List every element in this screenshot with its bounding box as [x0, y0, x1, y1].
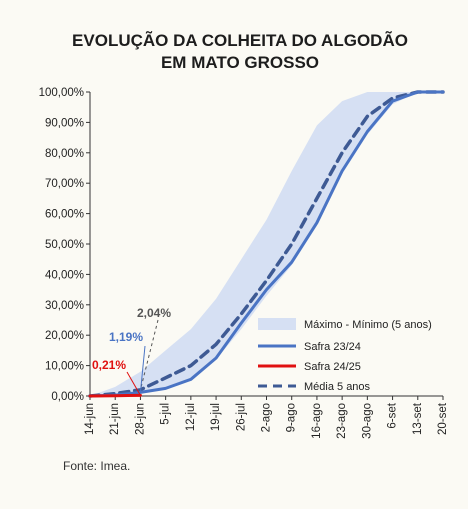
x-tick-label: 28-jun [134, 403, 146, 435]
x-tick-label: 12-jul [185, 403, 197, 431]
y-tick-label: 10,00% [45, 361, 84, 373]
x-tick-label: 20-set [437, 402, 449, 435]
annotation-leader [126, 371, 141, 396]
annotation-leader [139, 345, 146, 393]
annotation-label: 0,21% [92, 358, 126, 372]
x-tick-label: 21-jun [109, 403, 121, 435]
chart-title-line-1: EVOLUÇÃO DA COLHEITA DO ALGODÃO [72, 30, 408, 50]
legend-label: Safra 24/25 [304, 361, 361, 373]
y-tick-label: 0,00% [51, 391, 84, 403]
y-tick-label: 30,00% [45, 300, 84, 312]
x-tick-label: 5-jul [160, 403, 172, 425]
x-tick-label: 30-ago [361, 403, 373, 439]
x-tick-label: 2-ago [261, 403, 273, 432]
x-tick-label: 19-jul [210, 403, 222, 431]
x-tick-label: 26-jul [235, 403, 247, 431]
y-tick-label: 50,00% [45, 239, 84, 251]
x-tick-label: 9-ago [286, 403, 298, 432]
annotation-label: 2,04% [137, 306, 171, 320]
band-max-min [90, 92, 443, 396]
chart-title-line-2: EM MATO GROSSO [161, 53, 319, 72]
x-tick-label: 16-ago [311, 403, 323, 439]
legend-label: Média 5 anos [304, 381, 371, 393]
legend-swatch-band [258, 318, 296, 330]
y-tick-label: 90,00% [45, 117, 84, 129]
series-safra-24-25 [88, 393, 142, 398]
legend-label: Máximo - Mínimo (5 anos) [304, 319, 432, 331]
x-tick-label: 6-set [387, 402, 399, 428]
y-tick-label: 40,00% [45, 269, 84, 281]
series-media-5-anos [88, 90, 445, 398]
x-tick-label: 23-ago [336, 403, 348, 439]
y-tick-label: 100,00% [39, 87, 84, 99]
y-tick-label: 70,00% [45, 178, 84, 190]
annotation-label: 1,19% [109, 330, 143, 344]
series-safra-23-24 [88, 90, 445, 398]
x-tick-label: 13-set [412, 402, 424, 435]
legend-label: Safra 23/24 [304, 341, 361, 353]
y-tick-label: 60,00% [45, 209, 84, 221]
y-tick-label: 20,00% [45, 330, 84, 342]
source-note: Fonte: Imea. [63, 459, 130, 473]
x-tick-label: 14-jun [84, 403, 96, 435]
y-tick-label: 80,00% [45, 148, 84, 160]
